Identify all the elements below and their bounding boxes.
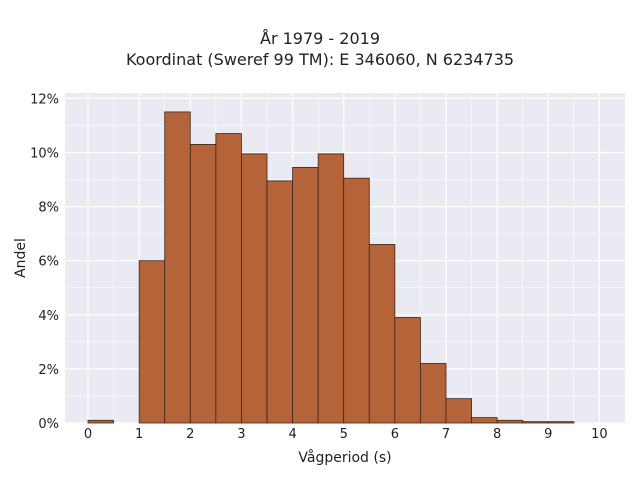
y-tick-label: 6% [38,255,59,270]
histogram-bar [87,419,114,424]
histogram-bar [471,417,498,424]
histogram-bar [368,244,396,424]
x-tick-label: 2 [186,427,194,442]
histogram-bar [215,133,242,424]
histogram-bar [241,153,268,424]
histogram-bar [547,421,575,424]
chart-title: År 1979 - 2019 [260,29,380,48]
y-tick-label: 8% [38,201,59,216]
x-tick-label: 1 [135,427,143,442]
y-tick-label: 0% [38,417,59,432]
y-tick-label: 12% [30,92,59,107]
histogram-bar [522,421,549,424]
histogram-bar [420,363,447,424]
histogram-bar [343,177,370,424]
histogram-bar [138,260,166,424]
x-tick-label: 6 [391,427,399,442]
histogram-bar [292,166,319,424]
y-axis-label: Andel [13,238,29,278]
histogram-bar [445,398,472,424]
bars [87,111,575,424]
x-ticks: 0 1 2 3 4 5 6 7 8 9 10 [84,427,608,442]
x-tick-label: 4 [288,427,296,442]
x-tick-label: 0 [84,427,92,442]
y-ticks: 0% 2% 4% 6% 8% 10% 12% [30,92,59,432]
x-axis-label: Vågperiod (s) [298,449,391,466]
histogram-bar [164,111,191,424]
histogram-bar [317,153,345,424]
x-tick-label: 9 [544,427,552,442]
histogram-bar [496,419,524,424]
y-tick-label: 4% [38,309,59,324]
histogram-bar [394,317,421,424]
x-tick-label: 8 [493,427,501,442]
y-tick-label: 10% [30,147,59,162]
y-tick-label: 2% [38,363,59,378]
histogram-bar [189,143,217,424]
x-tick-label: 3 [237,427,245,442]
x-tick-label: 5 [340,427,348,442]
chart-subtitle: Koordinat (Sweref 99 TM): E 346060, N 62… [125,50,515,69]
x-tick-label: 10 [591,427,608,442]
x-tick-label: 7 [442,427,450,442]
histogram-bar [266,180,293,424]
